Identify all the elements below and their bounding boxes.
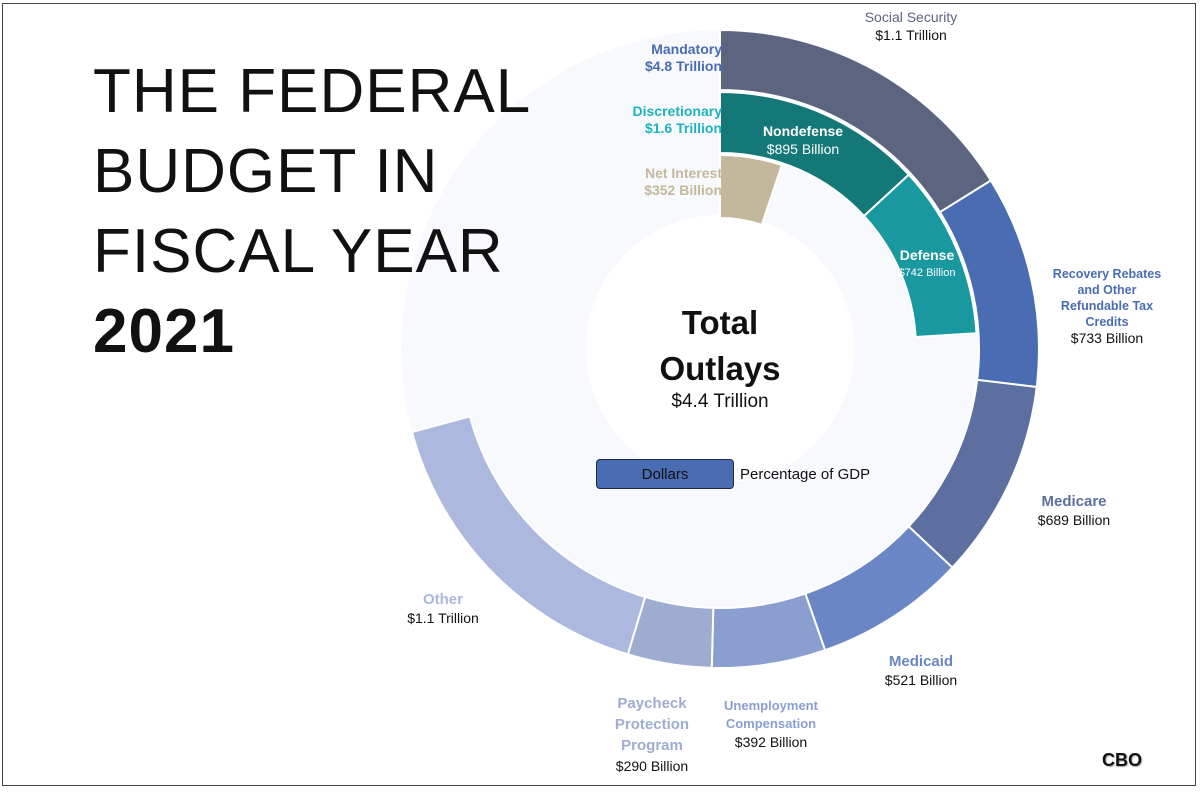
ring-name: Mandatory (651, 41, 722, 57)
segment-value: $1.1 Trillion (407, 610, 479, 626)
ring-value: $4.8 Trillion (644, 58, 722, 74)
center-title: Total Outlays (659, 300, 780, 392)
other-label: Other $1.1 Trillion (407, 591, 479, 627)
title-line: THE FEDERAL (93, 57, 532, 126)
center-disc (586, 215, 854, 483)
mandatory-label: Mandatory $4.8 Trillion (645, 41, 722, 75)
dollars-button[interactable]: Dollars (596, 459, 734, 489)
medicare-label: Medicare $689 Billion (1038, 493, 1110, 529)
percentage-of-gdp-button[interactable]: Percentage of GDP (740, 465, 871, 483)
segment-name: Social Security (864, 9, 958, 25)
discretionary-label: Discretionary $1.6 Trillion (633, 103, 722, 137)
net-interest-label: Net Interest $352 Billion (644, 165, 722, 199)
segment-name: Nondefense (762, 123, 844, 139)
segment-name: Defense (899, 247, 955, 263)
center-title-line: Total (681, 304, 759, 341)
segment-value: $895 Billion (766, 141, 840, 157)
segment-value: $733 Billion (1070, 330, 1144, 346)
page-title: THE FEDERAL BUDGET IN FISCAL YEAR 2021 (93, 52, 531, 372)
segment-name: Other (422, 591, 463, 608)
segment-defense[interactable] (862, 173, 978, 339)
segment-name: Medicaid (888, 653, 954, 670)
title-line: BUDGET IN (93, 137, 439, 206)
segment-value: $521 Billion (884, 672, 958, 688)
title-year: 2021 (93, 297, 235, 366)
total-outlays-value: $4.4 Trillion (671, 391, 769, 412)
social-security-label: Social Security $1.1 Trillion (865, 8, 958, 44)
segment-value: $290 Billion (615, 758, 689, 774)
segment-value: $742 Billion (898, 267, 956, 279)
segment-value: $1.1 Trillion (875, 27, 947, 43)
segment-name: Unemployment Compensation (724, 698, 818, 731)
center-title-line: Outlays (659, 350, 781, 387)
cbo-logo: CBO (1102, 750, 1142, 770)
recovery-rebates-label: Recovery Rebates and Other Refundable Ta… (1052, 266, 1162, 346)
segment-other[interactable] (410, 415, 647, 656)
segment-value: $689 Billion (1037, 512, 1111, 528)
segment-name: Medicare (1041, 493, 1107, 510)
unit-toggle: Dollars Percentage of GDP (596, 459, 870, 489)
segment-name: Recovery Rebates and Other Refundable Ta… (1052, 267, 1162, 329)
segment-net-interest[interactable] (719, 153, 784, 227)
ring-value: $352 Billion (644, 182, 722, 198)
unemployment-label: Unemployment Compensation $392 Billion (716, 697, 826, 751)
nondefense-label: Nondefense $895 Billion (763, 122, 843, 158)
ring-name: Net Interest (644, 165, 722, 181)
ppp-label: Paycheck Protection Program $290 Billion (607, 693, 697, 777)
defense-label: Defense $742 Billion (899, 246, 956, 282)
medicaid-label: Medicaid $521 Billion (885, 653, 957, 689)
ring-name: Discretionary (632, 103, 722, 119)
segment-value: $392 Billion (734, 734, 808, 750)
title-line: FISCAL YEAR (93, 217, 504, 286)
segment-name: Paycheck Protection Program (614, 695, 690, 754)
ring-value: $1.6 Trillion (644, 120, 722, 136)
figure-frame (2, 3, 1196, 786)
